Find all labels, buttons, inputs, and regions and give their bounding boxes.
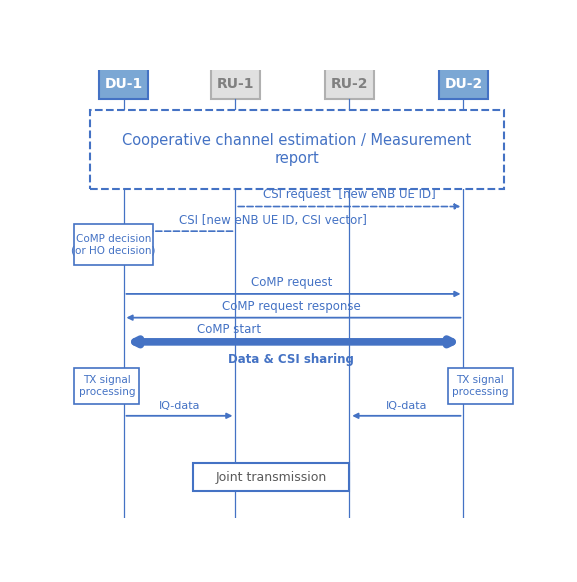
Text: DU-1: DU-1 [104, 77, 143, 91]
Text: Data & CSI sharing: Data & CSI sharing [228, 353, 354, 366]
Text: IQ-data: IQ-data [386, 402, 428, 411]
Text: IQ-data: IQ-data [159, 402, 200, 411]
Text: DU-2: DU-2 [444, 77, 482, 91]
Text: CoMP request response: CoMP request response [222, 300, 361, 313]
Text: CoMP start: CoMP start [197, 324, 261, 336]
FancyBboxPatch shape [99, 69, 148, 99]
Text: TX signal
processing: TX signal processing [78, 375, 135, 396]
FancyBboxPatch shape [325, 69, 374, 99]
FancyBboxPatch shape [74, 368, 139, 404]
FancyBboxPatch shape [74, 225, 152, 265]
Text: Joint transmission: Joint transmission [215, 471, 327, 484]
Text: TX signal
processing: TX signal processing [452, 375, 508, 396]
FancyBboxPatch shape [211, 69, 260, 99]
Text: Cooperative channel estimation / Measurement
report: Cooperative channel estimation / Measure… [122, 133, 471, 166]
FancyBboxPatch shape [193, 463, 350, 491]
FancyBboxPatch shape [90, 110, 504, 189]
Text: RU-2: RU-2 [331, 77, 368, 91]
FancyBboxPatch shape [439, 69, 488, 99]
Text: CoMP request: CoMP request [250, 276, 332, 289]
Text: CSI [new eNB UE ID, CSI vector]: CSI [new eNB UE ID, CSI vector] [179, 214, 368, 227]
Text: CSI request  [new eNB UE ID]: CSI request [new eNB UE ID] [263, 188, 436, 201]
Text: RU-1: RU-1 [216, 77, 254, 91]
FancyBboxPatch shape [448, 368, 512, 404]
Text: CoMP decision
(or HO decision): CoMP decision (or HO decision) [71, 234, 156, 255]
